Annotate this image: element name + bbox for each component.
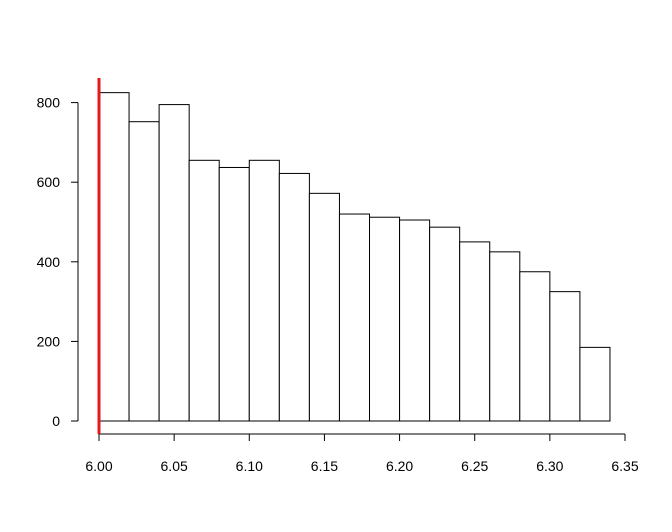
x-tick-label: 6.25 bbox=[461, 458, 488, 474]
x-axis: 6.00 6.05 6.10 6.15 6.20 6.25 6.30 6.35 bbox=[85, 433, 639, 474]
histogram-bar bbox=[188, 159, 220, 422]
x-tick-label: 6.30 bbox=[536, 458, 563, 474]
histogram-bar bbox=[489, 251, 521, 422]
histogram-bar bbox=[98, 92, 130, 422]
histogram-bar bbox=[519, 271, 551, 422]
histogram-bar bbox=[549, 291, 581, 422]
histogram-bar bbox=[218, 166, 250, 422]
y-tick-label: 0 bbox=[52, 413, 60, 429]
x-tick-label: 6.05 bbox=[161, 458, 188, 474]
x-tick-label: 6.35 bbox=[611, 458, 638, 474]
y-axis: 0 200 400 600 800 bbox=[37, 95, 79, 429]
y-tick-label: 800 bbox=[37, 95, 61, 111]
histogram-bar bbox=[308, 192, 340, 422]
y-tick-label: 400 bbox=[37, 254, 61, 270]
histogram-bar bbox=[278, 172, 310, 422]
histogram-bar bbox=[248, 159, 280, 422]
histogram-bar bbox=[399, 219, 431, 422]
x-tick-label: 6.20 bbox=[386, 458, 413, 474]
y-tick-label: 200 bbox=[37, 333, 61, 349]
histogram-bar bbox=[459, 241, 491, 422]
x-tick-label: 6.15 bbox=[311, 458, 338, 474]
x-tick-label: 6.10 bbox=[236, 458, 263, 474]
histogram-bar bbox=[429, 226, 461, 422]
histogram-bar bbox=[579, 346, 611, 422]
histogram-bar bbox=[128, 121, 160, 422]
y-tick-label: 600 bbox=[37, 174, 61, 190]
histogram-bars bbox=[98, 92, 611, 422]
histogram-bar bbox=[158, 104, 190, 422]
histogram-bar bbox=[338, 213, 371, 422]
histogram-bar bbox=[369, 216, 401, 422]
x-tick-label: 6.00 bbox=[85, 458, 112, 474]
